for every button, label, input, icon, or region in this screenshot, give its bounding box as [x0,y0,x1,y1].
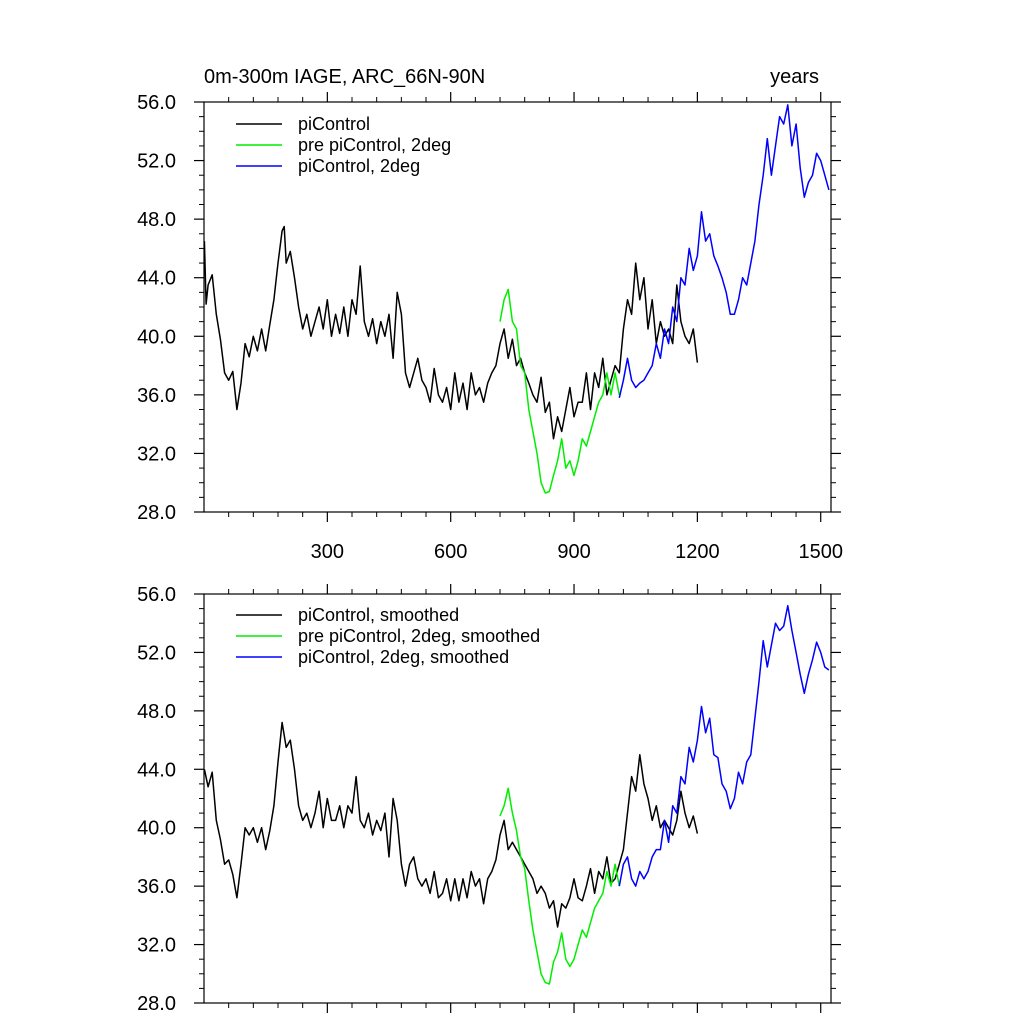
bottom-y-tick-label: 44.0 [137,759,176,781]
bottom-legend-label-0: piControl, smoothed [298,605,459,625]
bottom-y-tick-label: 32.0 [137,935,176,957]
top-legend-label-1: pre piControl, 2deg [298,135,451,155]
bottom-y-tick-label: 56.0 [137,584,176,606]
bottom-series-line-2 [618,604,830,887]
top-y-tick-label: 36.0 [137,385,176,407]
top-y-tick-label: 44.0 [137,268,176,290]
top-series-line-0 [203,225,699,440]
top-legend-label-0: piControl [298,114,370,134]
bottom-legend-label-1: pre piControl, 2deg, smoothed [298,626,540,646]
top-series-line-2 [618,104,830,398]
panel-units-label: years [770,66,819,88]
top-y-tick-label: 40.0 [137,326,176,348]
top-x-tick-label: 1200 [675,541,720,563]
bottom-legend-label-2: piControl, 2deg, smoothed [298,647,509,667]
bottom-y-tick-label: 36.0 [137,876,176,898]
bottom-y-tick-label: 28.0 [137,993,176,1015]
top-x-tick-label: 600 [434,541,467,563]
top-y-tick-label: 52.0 [137,151,176,173]
bottom-panel: 28.0 32.0 36.0 40.0 44.0 48.0 52.0 56.0 piContro… [137,584,841,1015]
bottom-series-line-0 [203,721,699,928]
panel-title: 0m-300m IAGE, ARC_66N-90N [204,66,485,88]
top-panel: 28.0 32.0 36.0 40.0 44.0 48.0 52.0 56.0 300 600 90… [137,92,843,563]
top-y-tick-label: 56.0 [137,92,176,114]
top-y-tick-label: 32.0 [137,443,176,465]
bottom-series-line-1 [499,787,621,985]
bottom-y-tick-label: 40.0 [137,818,176,840]
top-y-tick-label: 28.0 [137,502,176,524]
top-series-line-1 [499,288,621,494]
bottom-y-tick-label: 48.0 [137,701,176,723]
top-legend-label-2: piControl, 2deg [298,156,420,176]
top-x-tick-label: 300 [311,541,344,563]
top-x-tick-label: 1500 [798,541,843,563]
bottom-y-tick-label: 52.0 [137,642,176,664]
top-y-tick-label: 48.0 [137,209,176,231]
top-x-tick-label: 900 [557,541,590,563]
